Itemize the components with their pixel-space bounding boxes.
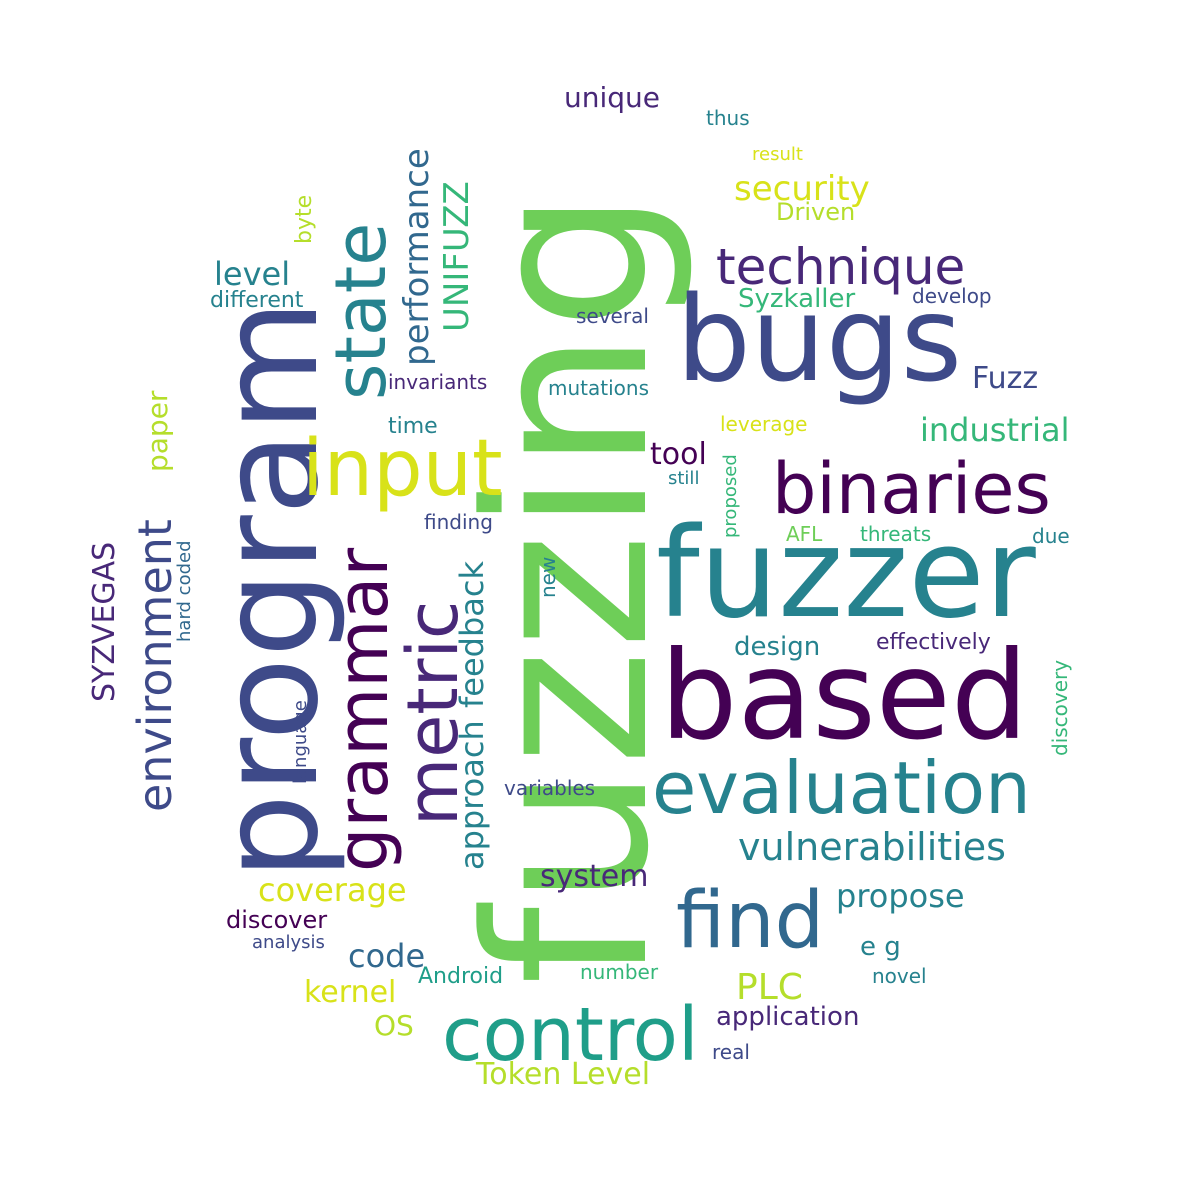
- word-different: different: [210, 288, 304, 313]
- word-develop: develop: [912, 284, 992, 308]
- word-AFL: AFL: [786, 522, 823, 546]
- word-program: program: [191, 299, 349, 880]
- word-real: real: [712, 1040, 750, 1064]
- word-level: level: [214, 255, 291, 293]
- word-e-g: e g: [860, 932, 901, 962]
- word-effectively: effectively: [876, 630, 991, 655]
- word-Driven: Driven: [776, 198, 856, 226]
- word-Syzkaller: Syzkaller: [738, 284, 856, 314]
- word-paper: paper: [141, 390, 174, 472]
- word-novel: novel: [872, 964, 927, 988]
- word-due: due: [1032, 524, 1070, 548]
- word-bugs: bugs: [676, 270, 963, 408]
- word-evaluation: evaluation: [652, 746, 1031, 830]
- word-feedback: feedback: [453, 561, 491, 708]
- word-environment: environment: [128, 519, 182, 812]
- word-find: find: [676, 876, 825, 966]
- word-thus: thus: [706, 106, 750, 130]
- word-Token-Level: Token Level: [476, 1057, 651, 1092]
- word-industrial: industrial: [920, 411, 1070, 449]
- word-tool: tool: [650, 437, 707, 472]
- word-state: state: [320, 222, 402, 400]
- word-SYZVEGAS: SYZVEGAS: [87, 541, 122, 702]
- word-fuzzer: fuzzer: [656, 502, 1036, 646]
- word-technique: technique: [716, 238, 966, 296]
- word-new: new: [536, 556, 560, 598]
- word-discover: discover: [226, 906, 328, 934]
- word-result: result: [752, 144, 803, 165]
- word-several: several: [576, 304, 649, 328]
- word-unique: unique: [564, 81, 661, 114]
- word-discovery: discovery: [1048, 659, 1072, 756]
- word-input: input: [302, 424, 503, 514]
- word-control: control: [442, 992, 699, 1078]
- word-variables: variables: [504, 776, 596, 800]
- word-approach: approach: [453, 720, 491, 870]
- word-Android: Android: [418, 964, 504, 989]
- word-Fuzz: Fuzz: [972, 361, 1039, 396]
- word-language: language: [290, 700, 311, 784]
- word-time: time: [388, 414, 438, 439]
- word-still: still: [668, 468, 700, 489]
- word-PLC: PLC: [736, 967, 803, 1008]
- word-performance: performance: [397, 148, 437, 366]
- word-proposed: proposed: [720, 454, 741, 538]
- word-coverage: coverage: [258, 871, 407, 909]
- word-mutations: mutations: [548, 376, 649, 400]
- word-vulnerabilities: vulnerabilities: [738, 825, 1006, 869]
- word-analysis: analysis: [252, 932, 325, 953]
- word-system: system: [540, 859, 649, 894]
- word-based: based: [660, 625, 1029, 767]
- word-hard-coded: hard coded: [174, 540, 195, 642]
- word-grammar: grammar: [322, 547, 404, 872]
- word-kernel: kernel: [304, 975, 397, 1010]
- word-byte: byte: [292, 194, 317, 244]
- word-invariants: invariants: [388, 370, 488, 394]
- word-leverage: leverage: [720, 412, 808, 436]
- word-finding: finding: [424, 510, 493, 534]
- word-number: number: [580, 960, 659, 984]
- word-UNIFUZZ: UNIFUZZ: [437, 181, 477, 332]
- word-application: application: [716, 1002, 860, 1032]
- word-binaries: binaries: [772, 448, 1051, 530]
- word-code: code: [348, 937, 426, 975]
- word-security: security: [734, 169, 870, 209]
- word-design: design: [734, 632, 821, 662]
- word-propose: propose: [836, 877, 965, 915]
- word-threats: threats: [860, 522, 932, 546]
- word-OS: OS: [374, 1009, 414, 1042]
